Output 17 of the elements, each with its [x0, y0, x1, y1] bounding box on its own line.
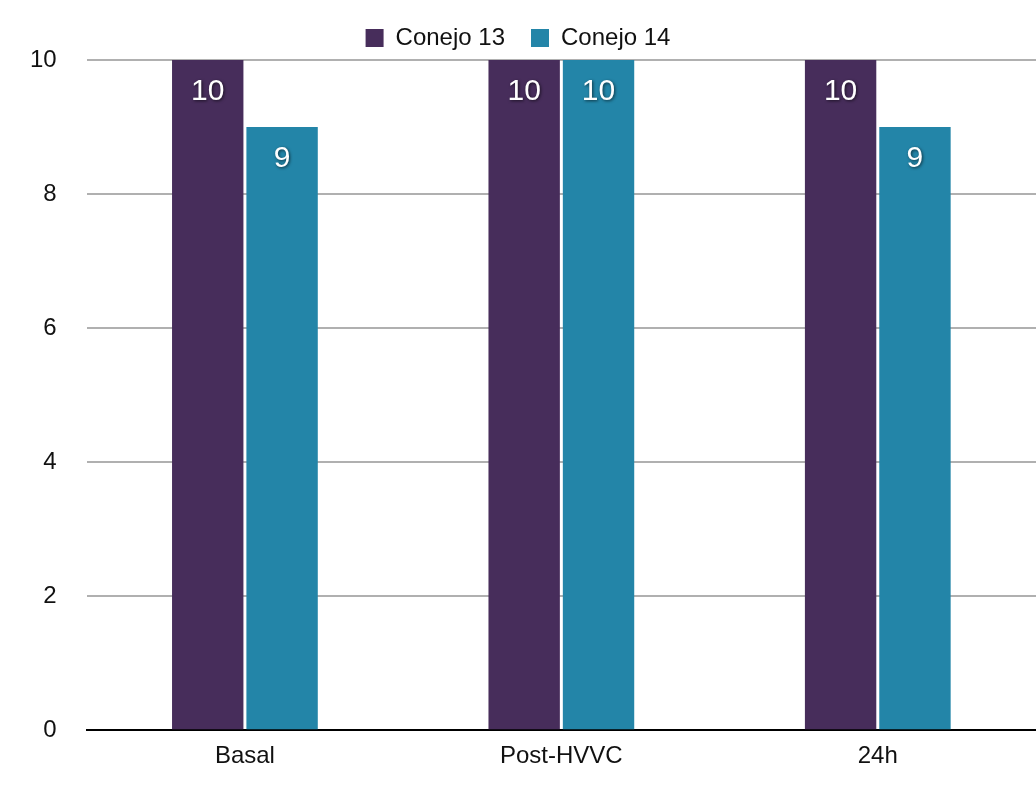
data-label: 10 [191, 73, 225, 107]
data-label: 10 [823, 73, 858, 107]
y-tick-label: 4 [43, 446, 57, 474]
x-tick-label: 24h [857, 741, 898, 769]
y-tick-label: 0 [43, 714, 57, 742]
data-label: 10 [507, 73, 541, 107]
x-tick-label: Basal [214, 741, 275, 769]
y-tick-label: 6 [43, 312, 57, 340]
x-tick-label: Post-HVVC [500, 741, 623, 769]
legend-label: Conejo 14 [561, 22, 671, 50]
data-label: 9 [273, 140, 291, 174]
y-tick-label: 8 [43, 178, 57, 206]
data-label: 9 [906, 140, 924, 174]
legend-label: Conejo 13 [395, 22, 505, 50]
y-tick-label: 2 [43, 580, 57, 608]
y-tick-label: 10 [29, 44, 57, 72]
data-label: 10 [581, 73, 616, 107]
